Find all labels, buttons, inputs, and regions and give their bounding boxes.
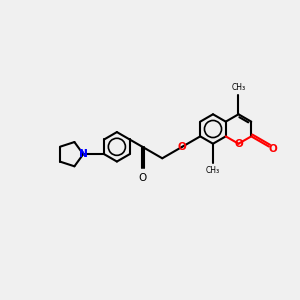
Text: O: O [234, 139, 243, 149]
Text: O: O [268, 144, 277, 154]
Text: O: O [138, 173, 146, 183]
Text: CH₃: CH₃ [231, 82, 246, 91]
Text: CH₃: CH₃ [206, 167, 220, 176]
Text: N: N [79, 149, 88, 159]
Text: N: N [79, 149, 88, 159]
Text: O: O [178, 142, 187, 152]
